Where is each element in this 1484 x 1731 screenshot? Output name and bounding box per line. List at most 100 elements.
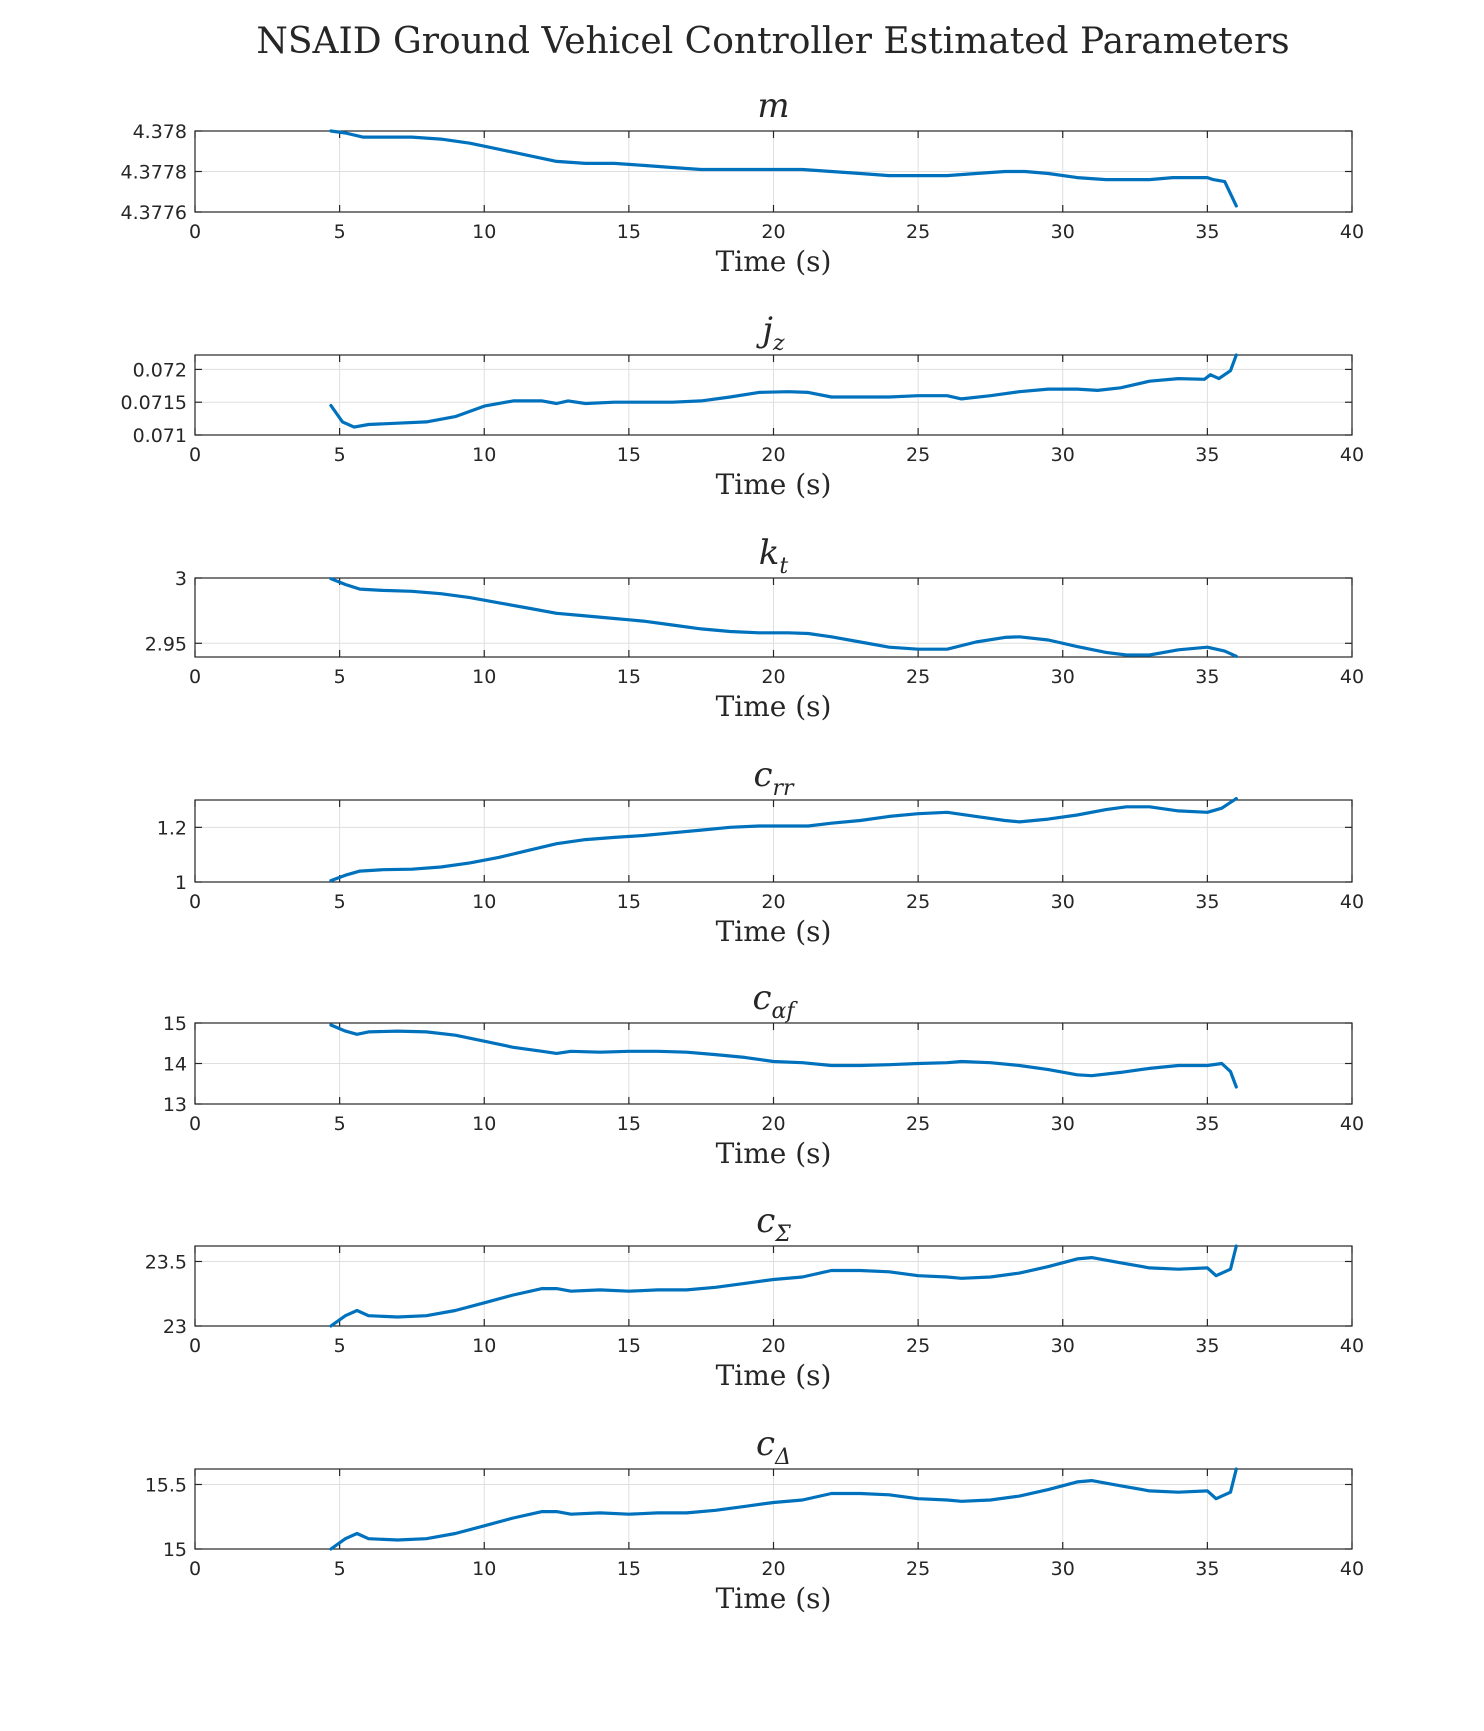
x-tick-label: 40 (1340, 891, 1364, 913)
subplot-title-subscript: rr (773, 776, 796, 801)
y-tick-label: 4.378 (133, 121, 187, 143)
x-tick-label: 0 (189, 666, 201, 688)
subplot-title-subscript: z (772, 331, 785, 356)
x-tick-label: 5 (334, 221, 346, 243)
x-tick-label: 15 (617, 444, 641, 466)
x-tick-label: 20 (761, 1113, 785, 1135)
x-tick-label: 10 (472, 891, 496, 913)
series-line (329, 353, 1238, 429)
series-line (329, 1023, 1238, 1089)
x-axis-label: Time (s) (716, 1137, 832, 1170)
x-tick-label: 10 (472, 666, 496, 688)
subplot-6: 0 5 10 15 20 25 30 35 40 23 23.5 Time (s) cΣ (145, 1201, 1364, 1392)
x-tick-label: 35 (1195, 666, 1219, 688)
subplot-title-subscript: t (779, 554, 788, 579)
subplot-title-symbol: c (753, 755, 772, 795)
y-tick-label: 15.5 (145, 1474, 187, 1496)
y-tick-label: 0.071 (133, 425, 187, 447)
x-tick-label: 30 (1051, 1113, 1075, 1135)
y-tick-label: 4.3776 (121, 202, 187, 224)
subplot-title-symbol: c (756, 1424, 775, 1464)
x-tick-label: 25 (906, 1558, 930, 1580)
x-tick-label: 30 (1051, 891, 1075, 913)
x-tick-label: 35 (1195, 1113, 1219, 1135)
x-tick-label: 5 (334, 1113, 346, 1135)
y-tick-label: 2.95 (145, 633, 187, 655)
y-tick-label: 15 (163, 1539, 187, 1561)
x-tick-label: 10 (472, 1558, 496, 1580)
y-tick-label: 23 (163, 1316, 187, 1338)
x-tick-label: 0 (189, 1113, 201, 1135)
x-tick-label: 40 (1340, 1335, 1364, 1357)
x-axis-label: Time (s) (716, 1582, 832, 1615)
x-axis-label: Time (s) (716, 245, 832, 278)
x-tick-label: 15 (617, 1113, 641, 1135)
series-line (329, 577, 1238, 658)
subplot-title: cαf (752, 978, 798, 1024)
y-tick-label: 4.3778 (121, 162, 187, 184)
x-tick-label: 25 (906, 891, 930, 913)
x-tick-label: 0 (189, 444, 201, 466)
x-tick-label: 15 (617, 1335, 641, 1357)
y-tick-label: 13 (163, 1094, 187, 1116)
x-tick-label: 10 (472, 1113, 496, 1135)
x-tick-label: 30 (1051, 444, 1075, 466)
y-tick-label: 15 (163, 1013, 187, 1035)
subplot-2: 0 5 10 15 20 25 30 35 40 0.071 0.0715 0.072 Time (s)… (121, 310, 1365, 501)
x-tick-label: 40 (1340, 1558, 1364, 1580)
figure-title: NSAID Ground Vehicel Controller Estimate… (256, 21, 1289, 62)
x-axis-label: Time (s) (716, 468, 832, 501)
x-tick-label: 10 (472, 221, 496, 243)
x-tick-label: 25 (906, 444, 930, 466)
subplot-title-symbol: m (757, 86, 789, 126)
x-tick-label: 20 (761, 666, 785, 688)
x-axis-label: Time (s) (716, 915, 832, 948)
x-tick-label: 35 (1195, 1558, 1219, 1580)
series-line (329, 797, 1238, 883)
x-tick-label: 0 (189, 1558, 201, 1580)
subplot-title: cΣ (756, 1201, 791, 1247)
series-line (329, 1467, 1238, 1551)
x-tick-label: 15 (617, 1558, 641, 1580)
x-tick-label: 40 (1340, 221, 1364, 243)
subplot-4: 0 5 10 15 20 25 30 35 40 1 1.2 Time (s) crr (157, 755, 1364, 948)
x-tick-label: 15 (617, 666, 641, 688)
y-tick-label: 1 (175, 872, 187, 894)
subplot-title-symbol: k (759, 533, 780, 573)
x-tick-label: 30 (1051, 221, 1075, 243)
subplot-title-subscript: Σ (774, 1222, 791, 1247)
x-axis-label: Time (s) (716, 690, 832, 723)
subplot-title-subscript: αf (772, 999, 799, 1024)
x-tick-label: 5 (334, 1558, 346, 1580)
subplot-5: 0 5 10 15 20 25 30 35 40 13 14 15 Time (s) cαf (163, 978, 1364, 1170)
x-tick-label: 10 (472, 444, 496, 466)
x-tick-label: 20 (761, 1335, 785, 1357)
x-tick-label: 35 (1195, 891, 1219, 913)
x-tick-label: 20 (761, 221, 785, 243)
x-tick-label: 25 (906, 1335, 930, 1357)
subplot-title-symbol: c (756, 1201, 775, 1241)
x-tick-label: 25 (906, 666, 930, 688)
x-tick-label: 5 (334, 444, 346, 466)
x-tick-label: 25 (906, 1113, 930, 1135)
x-tick-label: 30 (1051, 1335, 1075, 1357)
x-tick-label: 20 (761, 444, 785, 466)
subplot-1: 0 5 10 15 20 25 30 35 40 4.3776 4.3778 4.378 Time (s… (121, 86, 1365, 278)
x-tick-label: 40 (1340, 444, 1364, 466)
x-tick-label: 10 (472, 1335, 496, 1357)
subplot-title: crr (753, 755, 795, 801)
y-tick-label: 0.0715 (121, 392, 187, 414)
y-tick-label: 14 (163, 1054, 187, 1076)
x-tick-label: 5 (334, 1335, 346, 1357)
x-tick-label: 25 (906, 221, 930, 243)
x-tick-label: 20 (761, 891, 785, 913)
y-tick-label: 0.072 (133, 359, 187, 381)
x-tick-label: 0 (189, 891, 201, 913)
x-tick-label: 35 (1195, 444, 1219, 466)
subplot-title: cΔ (756, 1424, 791, 1470)
x-tick-label: 30 (1051, 666, 1075, 688)
x-tick-label: 35 (1195, 221, 1219, 243)
